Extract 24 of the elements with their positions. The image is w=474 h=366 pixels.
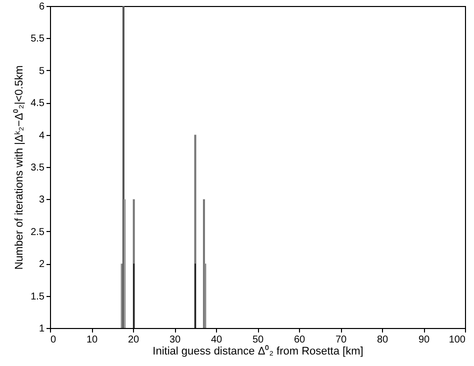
y-axis-title: Number of iterations with |Δᵏ₂−Δ⁰₂|<0.5km [12, 65, 26, 270]
y-tick-label: 3.5 [30, 162, 45, 174]
y-tick-label: 1.5 [30, 291, 45, 302]
x-tick-label: 100 [448, 334, 466, 346]
x-tick-label: 50 [252, 334, 264, 346]
x-tick-label: 10 [86, 334, 98, 346]
x-tick-label: 0 [50, 334, 56, 346]
x-axis-title: Initial guess distance Δ⁰₂ from Rosetta [km] [152, 344, 364, 358]
y-tick-label: 5.5 [30, 34, 45, 45]
y-tick-label: 5 [38, 66, 45, 77]
y-tick-label: 1 [38, 324, 45, 334]
x-tick-label: 60 [294, 334, 306, 346]
y-tick-label: 2.5 [30, 226, 45, 238]
y-tick-label: 4.5 [30, 98, 45, 110]
x-tick-label: 40 [210, 334, 222, 346]
x-tick-label: 20 [128, 334, 140, 346]
y-tick-label: 4 [38, 130, 45, 142]
y-tick-label: 3 [38, 194, 45, 206]
x-tick-label: 30 [169, 334, 181, 346]
x-tick-label: 80 [376, 334, 388, 346]
x-tick-label: 70 [335, 334, 347, 346]
x-tick-label: 90 [418, 334, 430, 346]
y-tick-label: 6 [38, 2, 45, 12]
y-tick-label: 2 [38, 259, 45, 270]
